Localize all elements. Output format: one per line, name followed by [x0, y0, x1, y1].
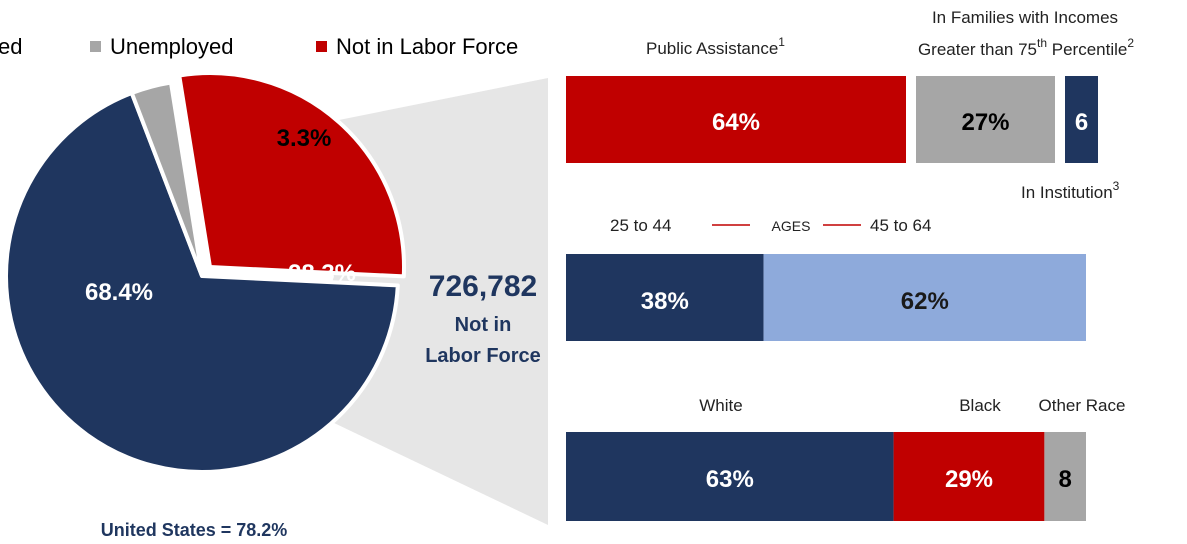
legend: ed Unemployed Not in Labor Force	[0, 34, 518, 59]
nilf-label-line1: Not in	[455, 314, 512, 336]
bar2-segment-25-44	[566, 254, 764, 341]
label-families-line2: Greater than 75th Percentile2	[918, 36, 1134, 59]
label-white: White	[699, 396, 742, 415]
pie-slice-not-in-labor-force	[177, 71, 406, 279]
pie-chart	[4, 71, 406, 474]
bar2-segment-25-44-value: 38%	[641, 288, 689, 315]
bar2-segment-45-64-value: 62%	[901, 288, 949, 315]
label-other-race: Other Race	[1039, 396, 1126, 415]
bar3-segment-white	[566, 432, 894, 521]
pie-label-unemployed: 3.3%	[277, 125, 332, 152]
legend-label-unemployed: Unemployed	[110, 34, 234, 59]
bar1-segment-institution-value: 6	[1075, 109, 1088, 136]
bar1-segment-public-assistance	[566, 76, 906, 163]
bar3-segment-black	[893, 432, 1045, 521]
label-age-45-64: 45 to 64	[870, 216, 931, 235]
legend-label-not-in-labor-force: Not in Labor Force	[336, 34, 518, 59]
bar1-segment-institution	[1065, 76, 1098, 163]
bar3-segment-other-race	[1044, 432, 1086, 521]
label-families-line1: In Families with Incomes	[932, 8, 1118, 27]
pie-label-employed: 68.4%	[85, 279, 153, 306]
label-black: Black	[959, 396, 1001, 415]
label-ages: AGES	[772, 218, 811, 234]
legend-swatch-not-in-labor-force	[316, 41, 327, 52]
pie-label-not-in-labor-force: 28.3%	[288, 260, 356, 287]
bar2-segment-45-64	[763, 254, 1086, 341]
label-public-assistance: Public Assistance1	[646, 35, 785, 58]
pie-slice-employed	[4, 91, 400, 474]
bar-group: 64% 27% 6 38% 62% 63% 29% 8	[566, 76, 1098, 521]
pie-slice-unemployed	[129, 80, 204, 278]
bar3-segment-other-race-value: 8	[1059, 466, 1072, 493]
legend-swatch-unemployed	[90, 41, 101, 52]
bar3-segment-white-value: 63%	[706, 466, 754, 493]
label-age-25-44: 25 to 44	[610, 216, 671, 235]
nilf-label-line2: Labor Force	[425, 345, 541, 367]
label-institution: In Institution3	[1021, 179, 1120, 202]
bar1-segment-families-high-income-value: 27%	[961, 109, 1009, 136]
ages-label: 25 to 44 AGES 45 to 64	[610, 216, 931, 235]
footer-note: United States = 78.2%	[101, 520, 288, 540]
bar3-segment-black-value: 29%	[945, 466, 993, 493]
bar1-segment-families-high-income	[916, 76, 1055, 163]
nilf-count: 726,782	[429, 270, 537, 303]
bar1-segment-public-assistance-value: 64%	[712, 109, 760, 136]
legend-label-employed: ed	[0, 34, 22, 59]
